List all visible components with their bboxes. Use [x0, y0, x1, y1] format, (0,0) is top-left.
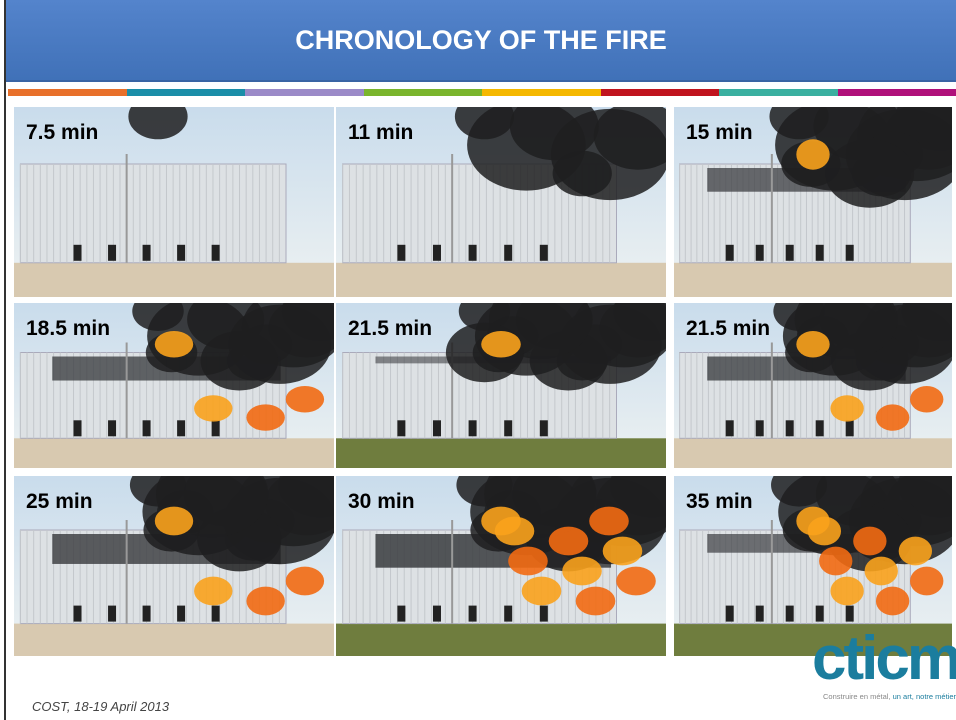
photo-label: 21.5 min — [686, 317, 770, 341]
fire-photo: 15 min — [674, 107, 952, 297]
photo-label: 7.5 min — [26, 121, 98, 145]
tagline: Construire en métal, — [823, 692, 893, 701]
photo-label: 25 min — [26, 490, 93, 514]
logo: cticm Construire en métal, un art, notre… — [812, 628, 956, 701]
photo-label: 30 min — [348, 490, 415, 514]
fire-photo: 21.5 min — [674, 303, 952, 468]
photo-label: 21.5 min — [348, 317, 432, 341]
title-bar: CHRONOLOGY OF THE FIRE — [6, 0, 956, 82]
slide: CHRONOLOGY OF THE FIRE 7.5 min 11 min 15 m… — [0, 0, 956, 720]
title: CHRONOLOGY OF THE FIRE — [295, 25, 667, 56]
photo-label: 15 min — [686, 121, 753, 145]
fire-photo: 18.5 min — [14, 303, 334, 468]
footer: COST, 18-19 April 2013 — [32, 699, 169, 714]
photo-label: 11 min — [348, 121, 413, 145]
fire-photo: 25 min — [14, 476, 334, 656]
logo-name: cticm — [812, 628, 950, 690]
tagline-accent: un art, notre métier — [893, 692, 956, 701]
color-stripe — [8, 89, 956, 96]
photo-label: 18.5 min — [26, 317, 110, 341]
slide-border — [4, 0, 6, 720]
fire-photo: 30 min — [336, 476, 666, 656]
fire-photo: 11 min — [336, 107, 666, 297]
fire-photo: 7.5 min — [14, 107, 334, 297]
photo-label: 35 min — [686, 490, 753, 514]
logo-tagline: Construire en métal, un art, notre métie… — [812, 692, 956, 701]
fire-photo: 21.5 min — [336, 303, 666, 468]
